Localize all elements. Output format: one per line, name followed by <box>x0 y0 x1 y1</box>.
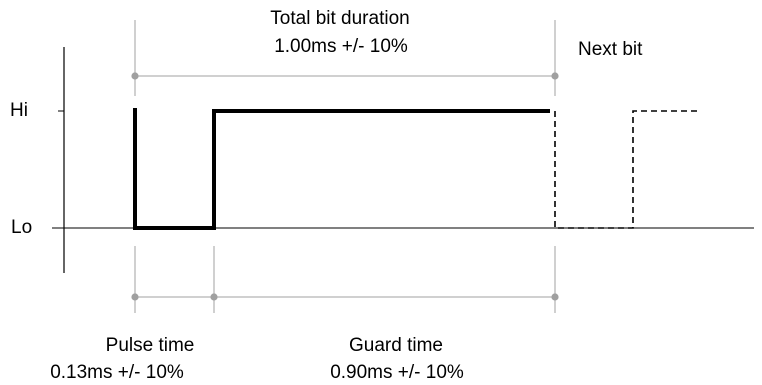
pulse-time-value: 0.13ms +/- 10% <box>50 362 184 383</box>
next-bit-label: Next bit <box>578 39 643 60</box>
lo-label: Lo <box>11 217 33 238</box>
bit-waveform <box>133 108 550 230</box>
pulse-time-title: Pulse time <box>105 335 195 356</box>
total-duration-value: 1.00ms +/- 10% <box>274 36 408 57</box>
total-duration-dimension <box>131 72 559 80</box>
pulse-guard-dimension <box>131 293 559 301</box>
guard-time-title: Guard time <box>349 335 443 356</box>
guard-time-value: 0.90ms +/- 10% <box>330 362 464 383</box>
hi-label: Hi <box>10 100 28 121</box>
next-bit-waveform <box>554 110 700 229</box>
total-duration-title: Total bit duration <box>270 8 410 29</box>
